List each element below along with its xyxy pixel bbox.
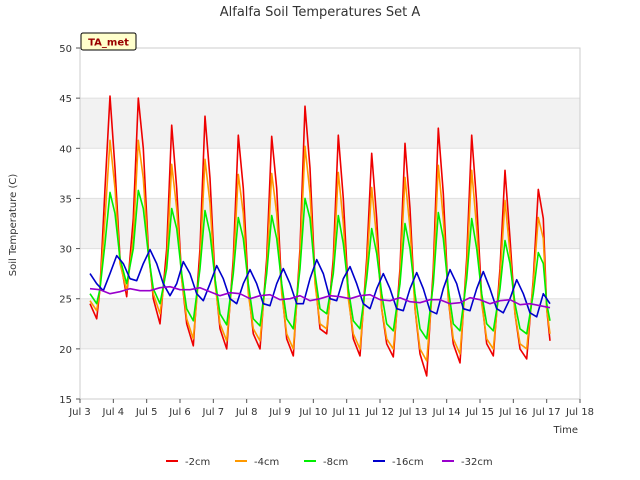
- x-tick-label: Jul 4: [102, 407, 125, 418]
- background-band: [80, 198, 580, 249]
- ta-met-badge: TA_met: [80, 32, 137, 51]
- background-band: [80, 148, 580, 199]
- background-band: [80, 98, 580, 149]
- axes: 15 20 25 30 35 40 45 50 Jul 3 Jul 4 Jul 5 Jul 6 Jul …: [59, 44, 594, 418]
- legend-label: -32cm: [461, 457, 493, 468]
- x-tick-label: Jul 8: [235, 407, 258, 418]
- y-tick-label: 25: [59, 295, 72, 306]
- y-tick-label: 40: [59, 144, 72, 155]
- plot-frame: [79, 47, 581, 400]
- series-line-m8cm: [89, 189, 551, 340]
- background-bands: [80, 48, 580, 399]
- badge-label: TA_met: [88, 38, 129, 49]
- x-tick-label: Jul 11: [332, 407, 361, 418]
- y-tick-label: 20: [59, 345, 72, 356]
- legend-label: -8cm: [323, 457, 348, 468]
- x-tick-label: Jul 15: [465, 407, 494, 418]
- legend-label: -16cm: [392, 457, 424, 468]
- x-tick-label: Jul 12: [365, 407, 394, 418]
- y-tick-label: 50: [59, 44, 72, 55]
- legend-label: -2cm: [185, 457, 210, 468]
- x-tick-label: Jul 3: [68, 407, 91, 418]
- x-tick-label: Jul 9: [268, 407, 291, 418]
- series-line-m16cm: [89, 248, 551, 318]
- x-tick-label: Jul 16: [498, 407, 527, 418]
- y-axis-label: Soil Temperature (C): [8, 174, 19, 277]
- y-tick-label: 45: [59, 94, 72, 105]
- legend: -2cm -4cm -8cm -16cm -32cm: [166, 457, 493, 468]
- x-tick-label: Jul 18: [565, 407, 594, 418]
- x-tick-label: Jul 10: [298, 407, 327, 418]
- chart-title: Alfalfa Soil Temperatures Set A: [220, 5, 421, 20]
- y-tick-label: 35: [59, 194, 72, 205]
- y-tick-label: 30: [59, 245, 72, 256]
- background-band: [80, 48, 580, 99]
- background-band: [80, 348, 580, 399]
- y-tick-label: 15: [59, 395, 72, 406]
- legend-label: -4cm: [254, 457, 279, 468]
- series-line-m32cm: [89, 285, 551, 309]
- x-tick-label: Jul 7: [202, 407, 225, 418]
- x-tick-label: Jul 13: [398, 407, 427, 418]
- x-axis-label: Time: [553, 425, 578, 436]
- x-tick-label: Jul 5: [135, 407, 158, 418]
- series-lines: [89, 95, 551, 377]
- x-tick-label: Jul 6: [168, 407, 191, 418]
- x-tick-label: Jul 14: [432, 407, 461, 418]
- x-tick-label: Jul 17: [532, 407, 561, 418]
